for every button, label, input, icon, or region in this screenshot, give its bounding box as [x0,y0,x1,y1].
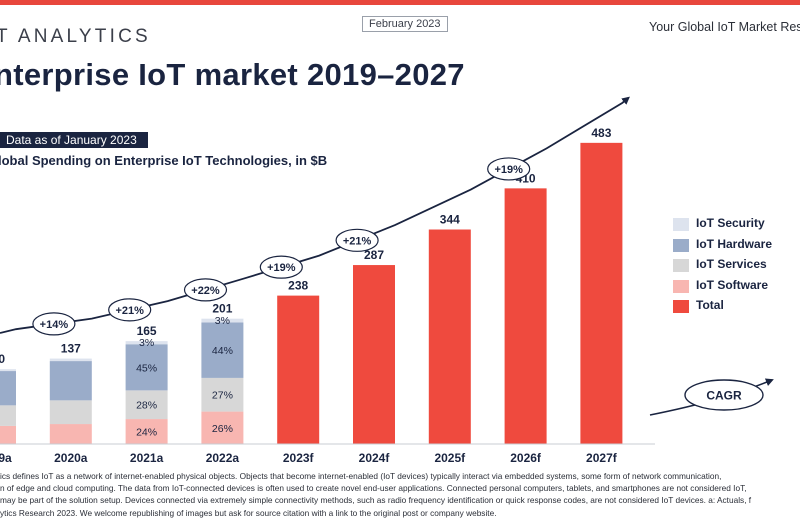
growth-ellipse [335,228,379,252]
bar-segment [0,405,16,426]
legend-label: IoT Security [696,216,765,230]
bar-total-label: 165 [137,324,157,338]
x-tick-label: 2025f [434,451,466,465]
bar-segment [49,400,92,425]
segment-percent-label: 44% [212,345,233,357]
bar-segment [125,344,168,391]
segment-percent-label: 3% [139,337,154,349]
chart-title: lobal Spending on Enterprise IoT Technol… [0,153,328,168]
legend-label: IoT Services [696,257,767,271]
bar-segment [125,341,168,345]
bar-segment [0,369,16,372]
bar-total [353,265,395,444]
bar-segment [125,419,168,444]
bar-segment [0,371,16,406]
growth-ellipse [487,157,531,181]
bar-total [277,295,320,444]
legend-swatch [673,218,689,231]
bar-total [580,142,623,445]
legend-swatch [673,279,689,293]
data-date-banner: Data as of January 2023 [0,132,148,148]
bar-total-label: 287 [364,248,384,262]
segment-percent-label: 26% [212,423,233,435]
segment-percent-label: 45% [136,362,157,374]
bar-total-label: 238 [288,279,308,293]
growth-ellipse [259,255,303,279]
growth-label: +19% [494,164,523,176]
segment-percent-label: 27% [212,390,233,402]
chart: CAGR 1202019a1372020a24%28%45%3%1652021a… [0,96,774,465]
bar-total [428,229,471,444]
bar-total-label: 137 [61,342,81,356]
x-tick-label: 2020a [54,451,88,465]
x-tick-label: 2026f [510,451,542,465]
bar-segment [201,411,244,444]
legend-label: IoT Software [696,277,769,292]
growth-ellipse [183,278,228,302]
bar-segment [201,377,244,412]
x-tick-label: 2019a [0,451,12,465]
growth-ellipse [32,312,76,336]
x-tick-label: 2022a [206,451,240,465]
bar-total-label: 201 [212,302,232,316]
top-accent-bar [0,0,800,5]
cagr-label: CAGR [706,389,742,403]
bar-segment [0,425,16,444]
segment-percent-label: 24% [136,427,157,439]
x-tick-label: 2021a [130,451,164,465]
x-tick-label: 2023f [283,451,315,465]
footnote-line: ics defines IoT as a network of internet… [0,471,722,481]
bar-segment [201,322,244,378]
x-tick-label: 2027f [586,451,618,465]
growth-label: +14% [40,319,69,331]
cagr-ellipse [684,379,764,411]
bar-total-label: 344 [440,213,460,227]
legend-swatch [673,238,689,252]
bar-total-label: 120 [0,352,5,366]
growth-label: +22% [191,285,220,297]
segment-percent-label: 3% [215,315,230,327]
brand-logo-text: T ANALYTICS [0,26,151,47]
date-badge: February 2023 [362,16,448,32]
bar-segment [201,318,244,323]
growth-label: +21% [343,235,372,247]
legend-swatch [673,300,689,313]
bar-segment [49,361,92,401]
page-title: nterprise IoT market 2019–2027 [0,57,465,92]
x-tick-label: 2024f [359,451,391,465]
bar-segment [125,390,168,420]
growth-label: +19% [267,262,296,274]
footnote-line: ytics Research 2023. We welcome republis… [0,507,497,518]
bar-segment [49,358,92,362]
growth-label: +21% [115,305,144,317]
bar-total [504,188,547,444]
legend-label: Total [696,298,724,312]
segment-percent-label: 28% [136,400,157,412]
footnote: ics defines IoT as a network of internet… [0,470,800,519]
bar-segment [49,424,92,444]
legend-swatch [673,259,689,272]
cagr-callout: CAGR [649,378,774,416]
legend-label: IoT Hardware [696,236,773,251]
bar-total-label: 483 [591,126,611,140]
growth-ellipse [108,298,152,322]
footnote-line: n of edge and cloud computing. The data … [0,483,747,494]
footnote-line: may be part of the solution setup. Devic… [0,495,752,506]
header-tagline: Your Global IoT Market Research [649,20,800,34]
